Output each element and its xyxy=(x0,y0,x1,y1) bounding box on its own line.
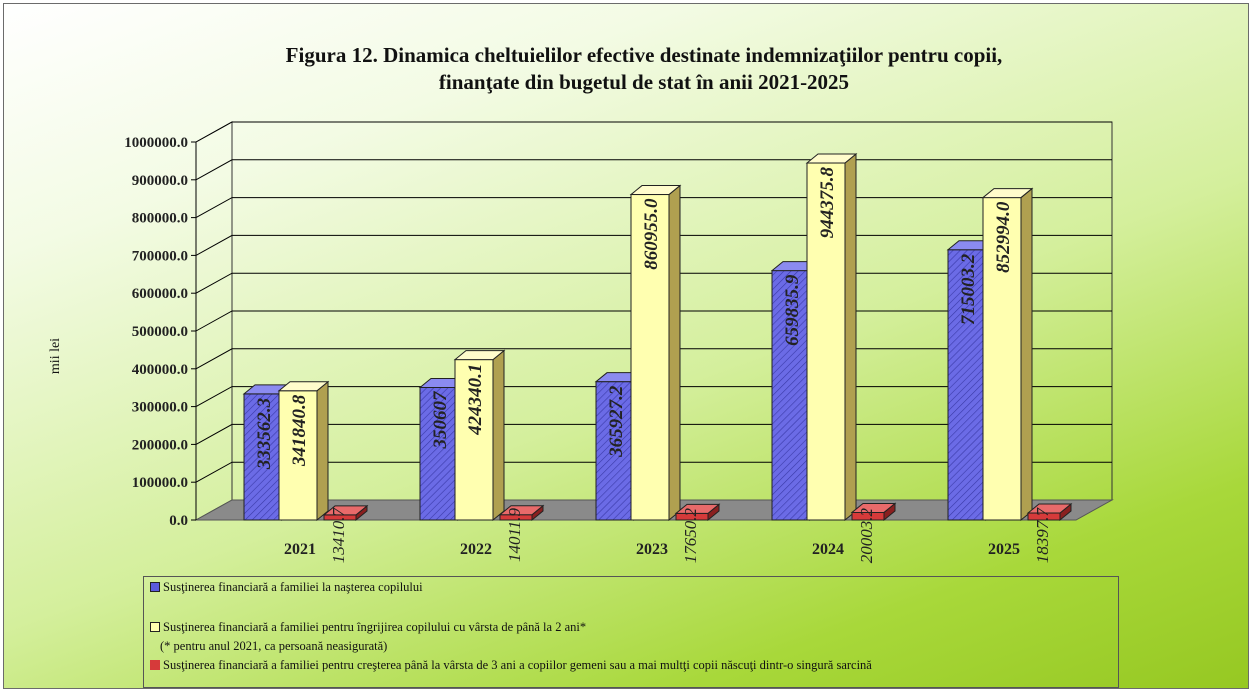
data-label-2025-series-1: 715003.2 xyxy=(958,253,979,325)
legend-note: (* pentru anul 2021, ca persoană neasigu… xyxy=(160,639,388,653)
bar-front xyxy=(771,270,811,521)
data-label-2021-series-2: 341840.8 xyxy=(289,394,310,467)
data-label-2022-series-2: 424340.1 xyxy=(465,364,486,436)
legend-item-series-1: Susţinerea financiară a familiei la naşt… xyxy=(150,580,423,595)
bar-top xyxy=(629,185,682,196)
x-tick-label-2025: 2025 xyxy=(988,541,1020,558)
bar-2021-series-3 xyxy=(322,504,369,522)
chart-title-line-1: Figura 12. Dinamica cheltuielilor efecti… xyxy=(285,43,1003,67)
bar-front xyxy=(982,197,1022,521)
bar-side xyxy=(668,184,681,522)
legend-item-series-3: Susţinerea financiară a familiei pentru … xyxy=(150,658,872,673)
y-tick-label: 700000.0 xyxy=(132,248,188,264)
bar-front xyxy=(243,393,283,521)
data-label-2023-series-1: 365927.2 xyxy=(606,385,627,458)
bar-2022-series-3 xyxy=(498,504,545,522)
bar-side xyxy=(492,349,505,522)
bar-2025-series-3 xyxy=(1026,502,1073,522)
legend-item-series-2: Susţinerea financiară a familiei pentru … xyxy=(150,620,586,635)
y-tick-label: 100000.0 xyxy=(132,475,188,491)
gridline xyxy=(195,159,1112,181)
data-label-2025-series-3: 18397.7 xyxy=(1033,507,1052,564)
x-tick-label-2024: 2024 xyxy=(812,541,844,558)
x-tick-label-2022: 2022 xyxy=(460,541,492,558)
bar-2021-series-2 xyxy=(277,380,330,522)
chart-title-line-2: finanţate din bugetul de stat în anii 20… xyxy=(438,70,850,94)
bar-2023-series-2 xyxy=(629,184,682,522)
legend: Susţinerea financiară a familiei la naşt… xyxy=(143,576,1119,688)
y-tick-label: 200000.0 xyxy=(132,437,188,453)
bar-side xyxy=(1020,187,1033,522)
legend-swatch-series-2 xyxy=(150,622,160,633)
y-tick-label: 300000.0 xyxy=(132,400,188,416)
bar-top xyxy=(1026,503,1073,514)
legend-label-series-2: Susţinerea financiară a familiei pentru … xyxy=(163,620,587,634)
legend-swatch-series-1 xyxy=(150,582,160,593)
data-label-2025-series-2: 852994.0 xyxy=(993,201,1014,273)
y-tick-label: 800000.0 xyxy=(132,211,188,227)
legend-label-series-1: Susţinerea financiară a familiei la naşt… xyxy=(163,580,423,594)
gridline xyxy=(195,121,1112,143)
data-label-2022-series-3: 14011.9 xyxy=(505,508,524,562)
bar-2023-series-3 xyxy=(674,503,721,522)
chart-canvas: 0.0 100000.0 200000.0 300000.0 400000.0 50000… xyxy=(124,121,1114,564)
chart-frame: 0.0 100000.0 200000.0 300000.0 400000.0 50000… xyxy=(3,3,1249,689)
y-axis: 0.0 100000.0 200000.0 300000.0 400000.0 50000… xyxy=(124,135,197,529)
bar-top xyxy=(805,153,858,164)
chart-title: Figura 12. Dinamica cheltuielilor efecti… xyxy=(164,42,1124,96)
y-tick-label: 0.0 xyxy=(169,513,188,529)
bar-front xyxy=(947,249,987,521)
data-label-2023-series-3: 17650.2 xyxy=(681,508,700,564)
y-tick-label: 600000.0 xyxy=(132,286,188,302)
bar-top xyxy=(981,188,1034,199)
data-label-2024-series-1: 659835.9 xyxy=(782,274,803,346)
data-label-2021-series-3: 13410.7 xyxy=(329,507,348,564)
data-label-2022-series-1: 350607 xyxy=(430,390,451,450)
bar-front xyxy=(806,162,846,521)
y-tick-label: 900000.0 xyxy=(132,173,188,189)
y-tick-label: 400000.0 xyxy=(132,362,188,378)
bar-top xyxy=(850,502,897,513)
data-label-2024-series-3: 20003.2 xyxy=(857,508,876,564)
legend-swatch-series-3 xyxy=(150,660,160,671)
bar-2024-series-2 xyxy=(805,152,858,522)
bar-front xyxy=(278,390,318,521)
bar-2024-series-3 xyxy=(850,502,897,522)
bar-top xyxy=(498,505,545,516)
bar-top xyxy=(322,505,369,516)
bar-side xyxy=(844,152,857,522)
data-label-2023-series-2: 860955.0 xyxy=(641,198,662,270)
data-label-2024-series-2: 944375.8 xyxy=(817,167,838,239)
data-labels: 333562.3 341840.8 13410.7 2021 350607 424340.… xyxy=(254,167,1052,564)
legend-label-series-3: Susţinerea financiară a familiei pentru … xyxy=(163,658,872,672)
y-tick-label: 1000000.0 xyxy=(124,135,188,151)
bar-top xyxy=(277,381,330,392)
bars xyxy=(242,152,1073,522)
y-tick-label: 500000.0 xyxy=(132,324,188,340)
bar-2025-series-2 xyxy=(981,187,1034,522)
data-label-2021-series-1: 333562.3 xyxy=(254,398,275,470)
bar-side xyxy=(316,380,329,522)
bar-top xyxy=(453,350,506,361)
bar-2022-series-2 xyxy=(453,349,506,522)
x-tick-label-2023: 2023 xyxy=(636,541,668,558)
bar-top xyxy=(674,503,721,514)
y-axis-label: mii lei xyxy=(48,337,63,375)
x-tick-label-2021: 2021 xyxy=(284,541,316,558)
bar-front xyxy=(595,381,635,521)
